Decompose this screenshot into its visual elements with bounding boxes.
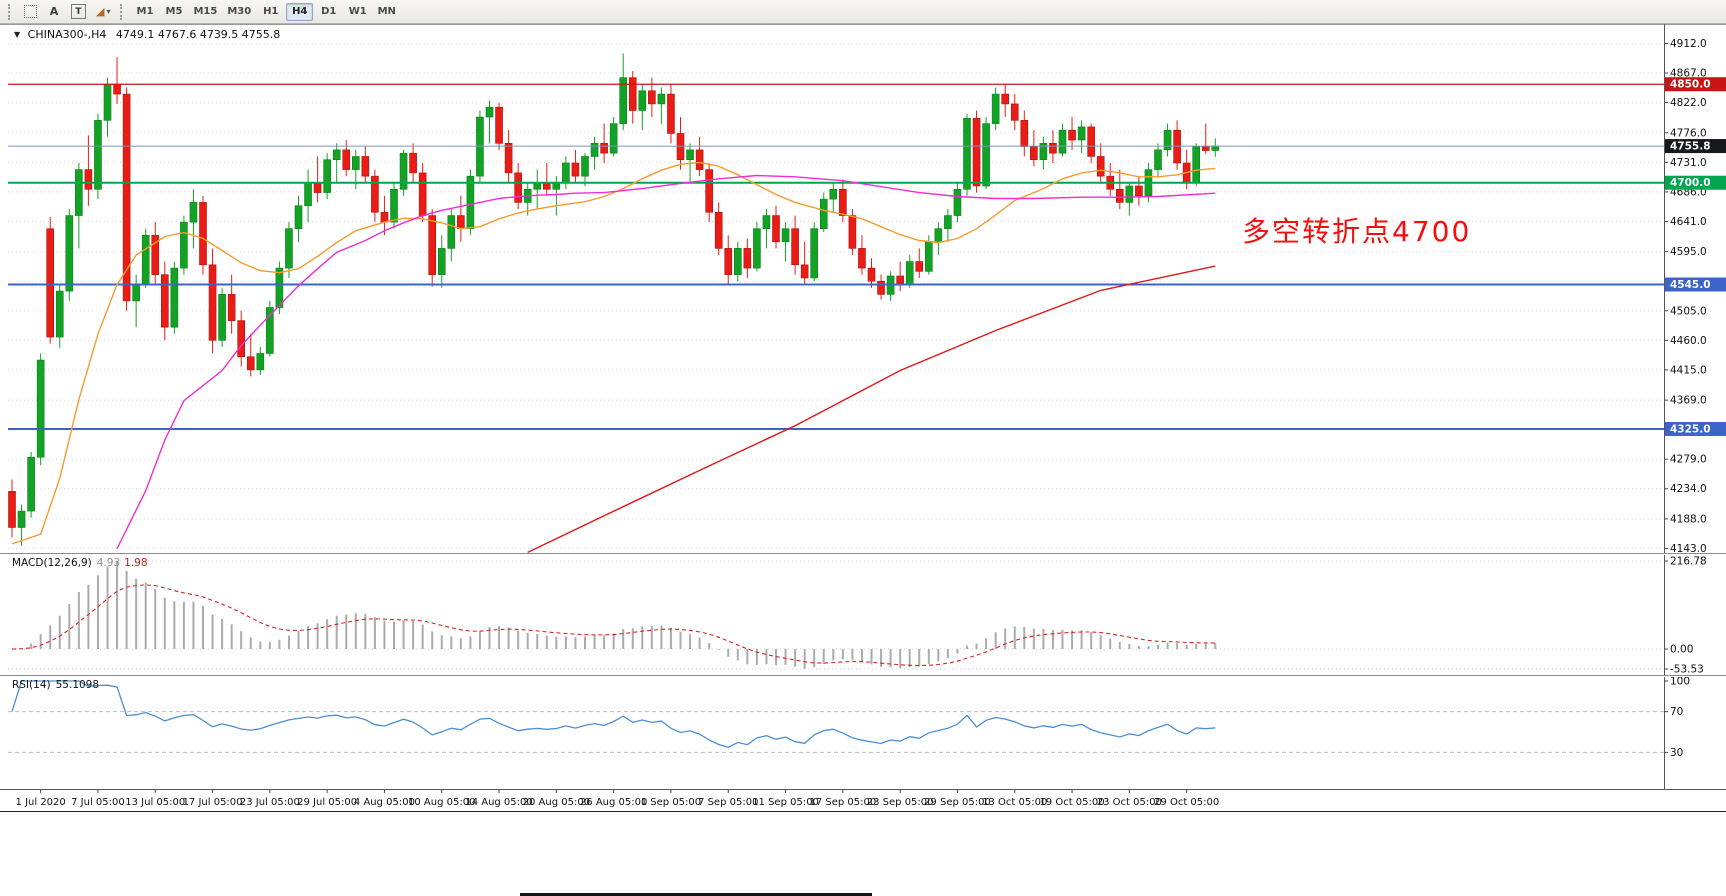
svg-text:10 Aug 05:00: 10 Aug 05:00: [408, 797, 475, 808]
chart-annotation-text[interactable]: 多空转折点4700: [1242, 215, 1472, 248]
svg-text:216.78: 216.78: [1670, 556, 1707, 568]
svg-text:4700.0: 4700.0: [1670, 177, 1711, 189]
crosshair-tool-button[interactable]: [19, 2, 41, 22]
shapes-dropdown-button[interactable]: ◢ ▾: [92, 2, 114, 22]
svg-text:17 Jul 05:00: 17 Jul 05:00: [183, 797, 243, 808]
svg-text:19 Oct 05:00: 19 Oct 05:00: [1039, 797, 1104, 808]
chart-canvas[interactable]: 4912.04867.04822.04776.04731.04686.04641…: [0, 24, 1726, 812]
svg-text:13 Oct 05:00: 13 Oct 05:00: [982, 797, 1047, 808]
timeframe-m15[interactable]: M15: [193, 6, 218, 17]
svg-text:4234.0: 4234.0: [1670, 483, 1707, 495]
timeframe-h1[interactable]: H1: [263, 6, 279, 17]
svg-text:4822.0: 4822.0: [1670, 97, 1707, 109]
toolbar-grip-2[interactable]: [120, 3, 125, 20]
dotted-square-icon: [23, 5, 37, 18]
svg-text:29 Sep 05:00: 29 Sep 05:00: [924, 797, 991, 808]
svg-text:23 Jul 05:00: 23 Jul 05:00: [240, 797, 300, 808]
svg-text:4188.0: 4188.0: [1670, 513, 1707, 525]
svg-text:7 Jul 05:00: 7 Jul 05:00: [71, 797, 125, 808]
timeframe-m5[interactable]: M5: [165, 6, 183, 17]
svg-text:30: 30: [1670, 747, 1683, 759]
svg-text:4505.0: 4505.0: [1670, 305, 1707, 317]
collapse-arrow-icon[interactable]: ▼: [14, 30, 21, 39]
timeframe-m30[interactable]: M30: [227, 6, 252, 17]
toolbar-grip[interactable]: [8, 3, 13, 20]
chart-title: ▼ CHINA300-,H4 4749.1 4767.6 4739.5 4755…: [14, 28, 280, 41]
rsi-name: RSI(14): [12, 679, 51, 691]
macd-signal-value: 1.98: [124, 557, 148, 569]
lines-layer: [8, 83, 1664, 430]
svg-text:26 Aug 05:00: 26 Aug 05:00: [580, 797, 647, 808]
svg-text:100: 100: [1670, 676, 1690, 688]
text-tool-button[interactable]: A: [49, 5, 59, 18]
ma-slow-red: [527, 265, 1216, 554]
grid-layer: [8, 43, 1664, 549]
svg-text:29 Jul 05:00: 29 Jul 05:00: [297, 797, 357, 808]
macd-value: 4.93: [96, 557, 121, 569]
timeframe-m1[interactable]: M1: [136, 6, 154, 17]
svg-text:4850.0: 4850.0: [1670, 79, 1711, 91]
svg-text:23 Sep 05:00: 23 Sep 05:00: [867, 797, 934, 808]
svg-text:14 Aug 05:00: 14 Aug 05:00: [465, 797, 532, 808]
mas-layer: [11, 161, 1216, 554]
svg-text:4143.0: 4143.0: [1670, 543, 1707, 555]
shapes-icon: ◢: [96, 5, 105, 18]
svg-text:70: 70: [1670, 706, 1683, 718]
timeframe-d1[interactable]: D1: [321, 6, 337, 17]
svg-text:4755.8: 4755.8: [1670, 141, 1711, 153]
svg-text:29 Oct 05:00: 29 Oct 05:00: [1154, 797, 1219, 808]
svg-text:13 Jul 05:00: 13 Jul 05:00: [125, 797, 185, 808]
svg-text:4 Aug 05:00: 4 Aug 05:00: [354, 797, 415, 808]
svg-text:4776.0: 4776.0: [1670, 127, 1707, 139]
svg-text:1 Jul 2020: 1 Jul 2020: [16, 797, 66, 808]
bottom-black-bar: [520, 893, 872, 896]
macd-layer: 216.78 0.00 -53.53: [8, 556, 1707, 676]
chevron-down-icon: ▾: [106, 7, 111, 16]
svg-text:4731.0: 4731.0: [1670, 157, 1707, 169]
timeframe-h4[interactable]: H4: [286, 2, 314, 21]
timeframe-w1[interactable]: W1: [348, 6, 367, 17]
label-tool-button[interactable]: T: [67, 2, 90, 22]
axis-layer: 4912.04867.04822.04776.04731.04686.04641…: [1664, 38, 1726, 555]
svg-text:20 Aug 05:00: 20 Aug 05:00: [523, 797, 590, 808]
svg-text:4369.0: 4369.0: [1670, 395, 1707, 407]
ma-fast-orange: [11, 161, 1216, 545]
timeframe-mn[interactable]: MN: [377, 6, 396, 17]
window-bottom-area: [0, 812, 1726, 896]
candles-layer: [8, 53, 1220, 546]
macd-name: MACD(12,26,9): [12, 557, 92, 569]
svg-text:11 Sep 05:00: 11 Sep 05:00: [752, 797, 819, 808]
svg-text:23 Oct 05:00: 23 Oct 05:00: [1097, 797, 1162, 808]
svg-text:4460.0: 4460.0: [1670, 335, 1707, 347]
svg-text:4325.0: 4325.0: [1670, 423, 1711, 435]
svg-text:4545.0: 4545.0: [1670, 279, 1711, 291]
svg-text:7 Sep 05:00: 7 Sep 05:00: [698, 797, 758, 808]
svg-text:0.00: 0.00: [1670, 644, 1693, 656]
svg-text:4415.0: 4415.0: [1670, 364, 1707, 376]
svg-text:-53.53: -53.53: [1670, 664, 1704, 676]
ma-medium-magenta: [116, 174, 1216, 549]
text-label-icon: T: [71, 4, 86, 19]
symbol-period-label: CHINA300-,H4: [27, 28, 107, 41]
svg-text:4595.0: 4595.0: [1670, 246, 1707, 258]
rsi-value: 55.1098: [55, 679, 100, 691]
svg-text:4641.0: 4641.0: [1670, 216, 1707, 228]
svg-text:17 Sep 05:00: 17 Sep 05:00: [809, 797, 876, 808]
toolbar: A T ◢ ▾ M1 M5 M15 M30 H1 H4 D1 W1 MN: [0, 0, 1726, 24]
ohlc-values: 4749.1 4767.6 4739.5 4755.8: [115, 28, 281, 41]
rsi-layer: 100 70 30: [8, 676, 1690, 759]
svg-text:4912.0: 4912.0: [1670, 38, 1707, 50]
svg-text:4867.0: 4867.0: [1670, 68, 1707, 80]
svg-text:1 Sep 05:00: 1 Sep 05:00: [641, 797, 701, 808]
svg-text:4279.0: 4279.0: [1670, 454, 1707, 466]
macd-indicator-label: MACD(12,26,9) 4.93 1.98: [12, 557, 148, 569]
rsi-indicator-label: RSI(14) 55.1098: [12, 679, 99, 691]
